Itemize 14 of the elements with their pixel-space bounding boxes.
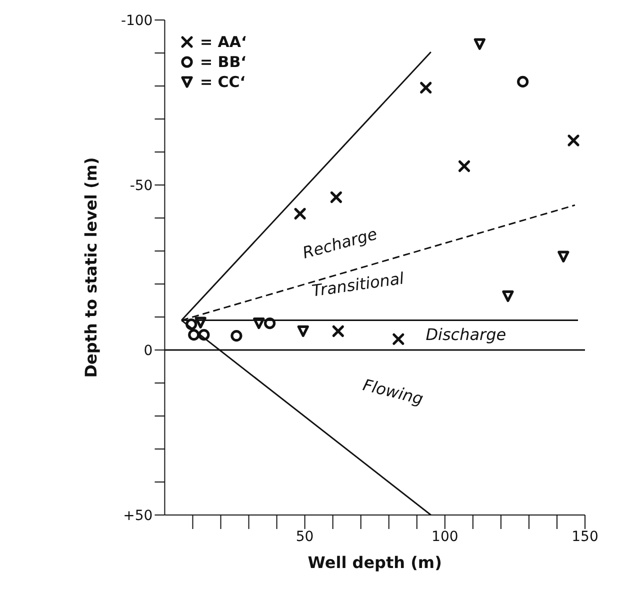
y-tick-label: +50	[123, 508, 153, 524]
x-axis-title: Well depth (m)	[308, 553, 442, 572]
annotation: Discharge	[426, 325, 506, 344]
x-tick-label: 50	[296, 528, 314, 545]
legend-label: = BB‘	[200, 53, 246, 71]
legend-label: = CC‘	[200, 73, 246, 91]
y-axis-title: Depth to static level (m)	[81, 157, 100, 378]
legend-label: = AA‘	[200, 33, 247, 51]
x-tick-label: 100	[432, 528, 458, 545]
annotation: Transitional	[310, 268, 406, 300]
y-tick-label: -50	[130, 178, 153, 194]
y-tick-label: 0	[144, 342, 153, 359]
x-tick-label: 150	[572, 528, 598, 545]
y-tick-label: -100	[120, 12, 153, 29]
